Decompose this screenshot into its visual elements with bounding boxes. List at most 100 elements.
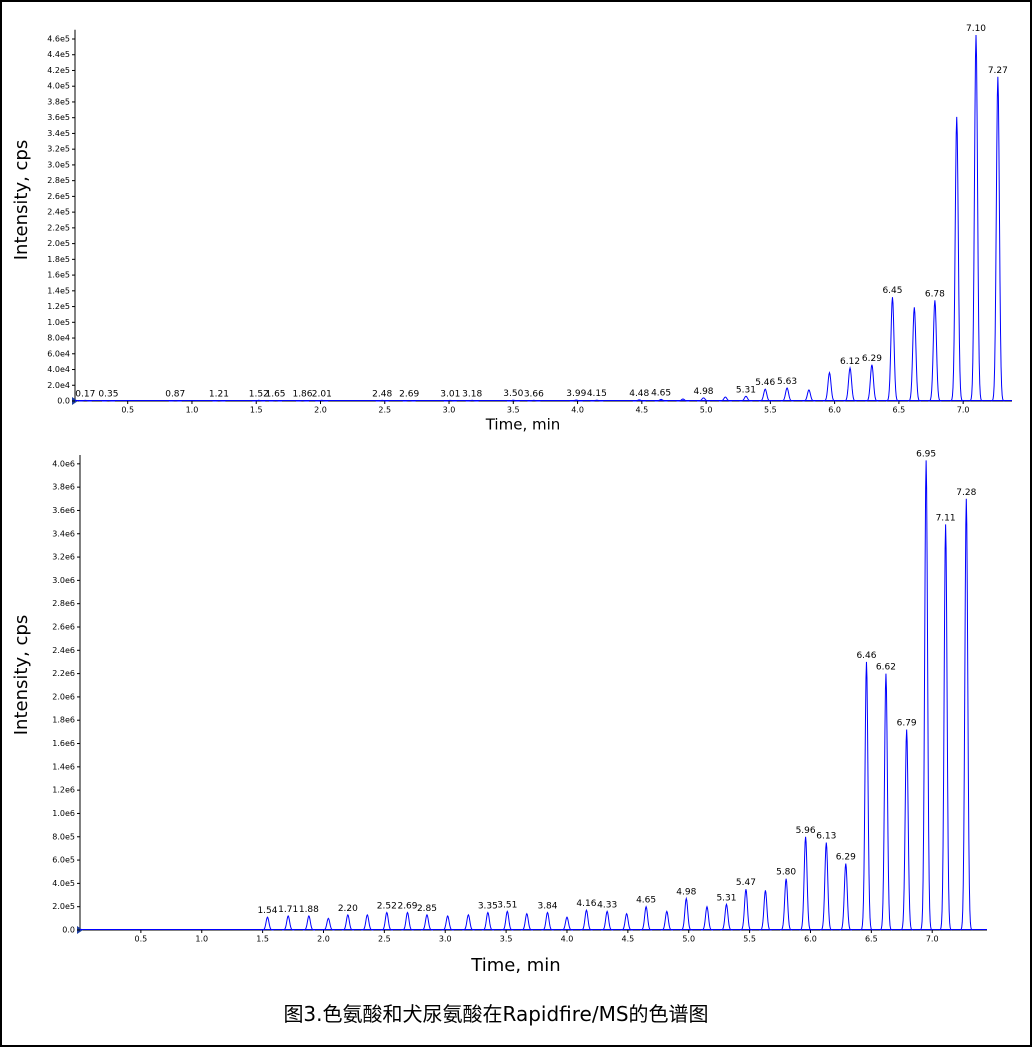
peak-label: 4.65 (636, 896, 656, 906)
peak-label: 5.46 (755, 378, 775, 388)
peak-label: 1.54 (257, 906, 277, 916)
x-axis-title: Time, min (470, 955, 560, 976)
peak-label: 2.52 (377, 902, 397, 912)
x-tick-label: 3.0 (439, 935, 452, 944)
x-tick-label: 3.5 (500, 935, 513, 944)
y-tick-label: 4.0e4 (47, 365, 70, 374)
peak-label: 5.80 (776, 868, 796, 878)
peak-label: 6.62 (876, 663, 896, 673)
peak (465, 399, 479, 402)
y-tick-label: 4.0e6 (52, 459, 75, 468)
y-tick-label: 1.8e5 (47, 255, 70, 264)
x-tick-label: 7.0 (957, 406, 970, 415)
y-tick-label: 1.0e5 (47, 318, 70, 327)
x-tick-label: 1.0 (195, 935, 208, 944)
peak (823, 370, 836, 402)
peak-label: 6.45 (882, 286, 902, 296)
peak-label: 3.99 (566, 389, 586, 399)
peak-label: 5.31 (716, 893, 736, 903)
peak-label: 4.98 (693, 387, 713, 397)
peak (402, 399, 416, 402)
peak-label: 4.98 (676, 888, 696, 898)
peak (302, 915, 315, 931)
x-tick-label: 0.5 (135, 935, 148, 944)
x-tick-label: 5.5 (743, 935, 756, 944)
peak (322, 917, 335, 931)
x-tick-label: 0.5 (121, 406, 134, 415)
peak (375, 399, 389, 402)
peak-label: 5.63 (777, 377, 797, 387)
peak-label: 3.84 (537, 902, 557, 912)
y-tick-label: 3.2e5 (47, 145, 70, 154)
peak (640, 905, 653, 931)
x-tick-label: 2.0 (317, 935, 330, 944)
peak-label: 3.66 (524, 389, 544, 399)
peak-label: 1.86 (292, 390, 312, 400)
x-tick-label: 4.5 (635, 406, 648, 415)
x-tick-label: 6.0 (804, 935, 817, 944)
peak-label: 6.78 (925, 289, 945, 299)
y-tick-label: 2.0e6 (52, 692, 75, 701)
y-axis-title: Intensity, cps (11, 615, 32, 736)
y-tick-label: 2.6e5 (47, 192, 70, 201)
x-tick-label: 5.5 (764, 406, 777, 415)
y-tick-label: 4.4e5 (47, 50, 70, 59)
y-tick-label: 3.0e6 (52, 576, 75, 585)
peak-label: 2.69 (397, 902, 417, 912)
x-tick-label: 1.5 (256, 935, 269, 944)
y-tick-label: 1.8e6 (52, 716, 75, 725)
peak (401, 911, 414, 931)
peak-label: 4.48 (629, 389, 649, 399)
peak (541, 911, 554, 931)
x-tick-label: 2.0 (314, 406, 327, 415)
peak-label: 2.01 (312, 389, 332, 399)
peak (759, 890, 772, 931)
x-tick-label: 5.0 (682, 935, 695, 944)
peak (269, 399, 282, 402)
peak (780, 878, 793, 931)
peak-label: 1.88 (299, 905, 319, 915)
peak (282, 915, 295, 931)
x-tick-label: 4.5 (621, 935, 634, 944)
peak (839, 863, 852, 931)
y-tick-label: 3.8e6 (52, 483, 75, 492)
y-tick-label: 3.0e5 (47, 160, 70, 169)
x-tick-label: 1.0 (186, 406, 199, 415)
x-tick-label: 3.5 (507, 406, 520, 415)
peak-label: 7.11 (936, 513, 956, 523)
peak-label: 3.01 (440, 389, 460, 399)
peak (676, 398, 690, 402)
peak-label: 3.35 (478, 902, 498, 912)
x-axis-title: Time, min (485, 416, 561, 434)
y-tick-label: 2.0e4 (47, 381, 70, 390)
y-tick-label: 2.4e6 (52, 646, 75, 655)
peak-label: 6.12 (840, 357, 860, 367)
peak (960, 498, 973, 931)
x-tick-label: 2.5 (378, 406, 391, 415)
peak-label: 6.13 (816, 832, 836, 842)
peak-label: 0.87 (165, 390, 185, 400)
peak-label: 4.65 (651, 388, 671, 398)
peak-label: 7.10 (966, 24, 986, 34)
peak-label: 2.20 (338, 904, 358, 914)
y-tick-label: 1.6e6 (52, 739, 75, 748)
y-tick-label: 3.4e6 (52, 529, 75, 538)
peak (860, 661, 873, 931)
peak (520, 912, 533, 931)
peak (481, 911, 494, 931)
peak (261, 916, 274, 931)
peak (506, 399, 520, 402)
peak (700, 905, 714, 931)
peak (820, 842, 833, 931)
y-tick-label: 3.8e5 (47, 97, 70, 106)
peak-label: 4.15 (587, 389, 607, 399)
y-tick-label: 2.2e6 (52, 669, 75, 678)
peak (697, 397, 710, 402)
peak-label: 2.85 (417, 904, 437, 914)
peak (380, 911, 393, 931)
y-tick-label: 1.4e5 (47, 286, 70, 295)
peak (939, 524, 952, 931)
peak-label: 3.50 (503, 389, 523, 399)
peak (441, 915, 454, 931)
y-tick-label: 3.4e5 (47, 129, 70, 138)
